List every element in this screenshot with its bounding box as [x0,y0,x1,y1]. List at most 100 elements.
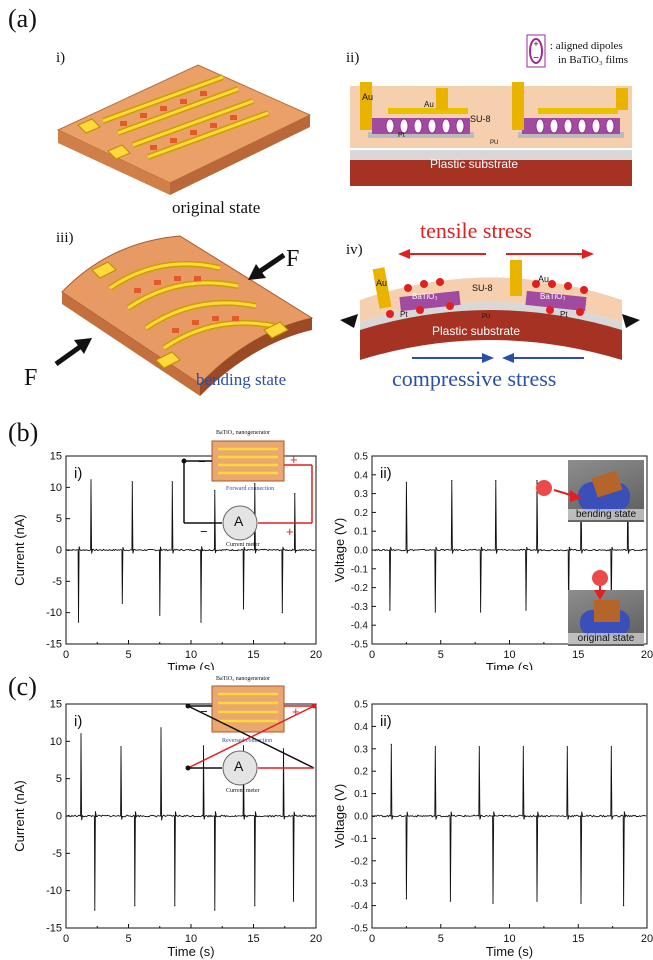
positive-peak-point [405,481,407,483]
positive-peak-point [434,745,436,748]
y-axis-label: Current (nA) [12,514,27,586]
original-photo-caption: original state [568,633,644,644]
negative-peak-point [254,905,256,907]
inset-b-connection: Forward connection [226,486,275,492]
bent-substrate-label: Plastic substrate [432,324,521,338]
original-state-caption: original state [172,198,261,217]
y-tick-label: -0.2 [351,583,369,594]
positive-peak-point [566,745,568,748]
x-tick-label: 10 [503,933,515,945]
y-tick-label: 10 [50,482,62,494]
circuit-forward-diagram [181,440,313,541]
negative-peak-point [525,609,527,611]
panel-label-b: (b) [8,418,39,447]
negative-peak-point [134,905,136,907]
compressive-arrows-icon [412,353,584,363]
x-tick-label: 0 [369,933,375,945]
y-tick-label: -0.4 [351,901,369,912]
bending-state-caption: bending state [196,370,287,389]
signal-trace [371,480,648,613]
dipole-legend-icon: + − [526,34,546,68]
negative-peak-point [94,909,96,911]
positive-peak-point [294,493,296,495]
negative-peak-point [200,621,202,623]
positive-peak-point [120,745,122,748]
x-tick-label: 0 [63,649,69,661]
negative-peak-point [405,898,407,900]
original-photo: original state [568,590,644,646]
negative-peak-point [623,905,625,907]
y-tick-label: 0.1 [354,789,368,800]
y-tick-label: 5 [56,513,62,525]
positive-peak-point [451,479,453,482]
inset-b-minus-bottom: − [200,524,208,539]
x-tick-label: 5 [125,933,131,945]
positive-peak-point [536,479,538,482]
positive-peak-point [80,733,82,735]
svg-text:−: − [533,53,539,64]
y-axis-label: Voltage (V) [332,518,347,582]
positive-peak-point [160,727,162,729]
force-label-top: F [286,246,300,272]
y-tick-label: -0.4 [351,621,369,632]
negative-peak-point [389,609,391,611]
inset-b-minus-top: − [198,454,206,469]
negative-peak-point [292,900,295,902]
y-axis-label: Current (nA) [12,780,27,852]
panel-a-iii-label: iii) [56,230,74,246]
positive-peak-point [214,489,216,492]
y-tick-label: 15 [50,700,62,711]
bent-au-label-1: Au [376,278,388,288]
y-tick-label: -15 [46,639,62,651]
force-arrow-top-icon [248,252,286,280]
bent-pt-label-1: Pt [400,310,408,319]
inset-b-meter-label: Current meter [226,542,260,548]
inset-c-connection: Reversed connection [222,738,273,744]
x-axis-label: Time (s) [486,660,533,670]
positive-peak-point [282,748,285,750]
y-tick-label: 0.1 [354,527,368,538]
y-tick-label: 0.3 [354,489,368,500]
y-tick-label: 0.4 [354,722,368,733]
positive-peak-point [131,481,133,483]
inset-c-meter-symbol: A [234,758,244,774]
inset-c-title: BaTiO₃ nanogenerator [216,676,271,682]
y-tick-label: 5 [56,773,62,785]
positive-peak-point [495,479,497,482]
y-tick-label: 0.5 [354,452,368,463]
negative-peak-point [77,621,80,623]
panel-a-iv-label: iv) [346,242,363,258]
y-tick-label: 0 [56,545,62,557]
x-tick-label: 10 [503,649,515,661]
cs-su8-label: SU-8 [470,114,491,124]
device-bending-illustration [61,235,314,396]
negative-peak-point [121,602,123,604]
tensile-arrows-icon [398,249,594,259]
y-tick-label: 0.0 [354,546,368,557]
x-tick-label: 20 [641,649,653,661]
y-tick-label: 0.2 [354,767,368,778]
chart-panel-label: i) [74,713,82,730]
y-tick-label: -5 [52,848,62,860]
positive-peak-point [478,745,480,748]
negative-peak-point [174,905,176,907]
x-tick-label: 15 [572,933,584,945]
x-tick-label: 20 [641,933,653,945]
y-tick-label: 0.4 [354,470,368,481]
cs-substrate-label: Plastic substrate [430,157,519,171]
x-tick-label: 5 [438,649,444,661]
bending-photo-caption: bending state [568,509,644,520]
bent-bto-label-1: BaTiO₃ [412,292,438,301]
dipole-legend-text-2: in BaTiO₃ films [558,54,629,66]
dipole-legend-text-1: : aligned dipoles [550,40,623,52]
y-tick-label: -15 [46,923,62,935]
x-tick-label: 15 [572,649,584,661]
x-tick-label: 10 [185,933,197,945]
y-tick-label: -10 [46,607,62,619]
negative-peak-point [159,614,161,616]
x-tick-label: 10 [185,649,197,661]
negative-peak-point [580,902,582,904]
negative-peak-point [480,611,482,613]
signal-trace [65,727,317,911]
negative-peak-point [281,612,283,614]
